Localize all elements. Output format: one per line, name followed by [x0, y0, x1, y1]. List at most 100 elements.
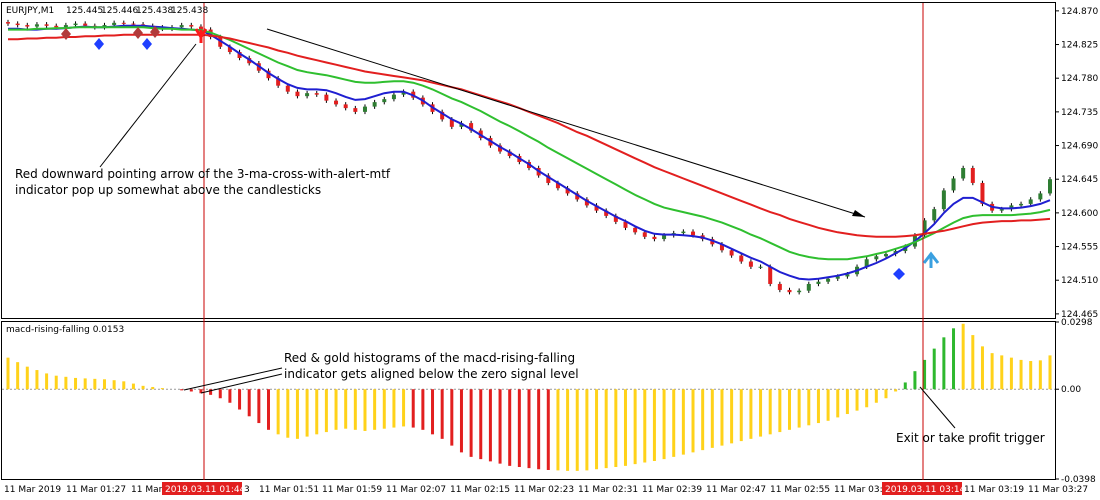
- time-label: 3: [244, 485, 250, 495]
- candle-body: [440, 111, 445, 120]
- candle-body: [555, 182, 560, 189]
- blue-up-arrow-icon: [922, 251, 940, 268]
- candle-body: [623, 221, 628, 228]
- price-tick-label: 124.825: [1061, 41, 1098, 51]
- candle-body: [314, 93, 319, 95]
- candle-body: [63, 25, 68, 28]
- candle-body: [739, 255, 744, 262]
- candle-body: [401, 91, 406, 95]
- candle-body: [797, 290, 802, 293]
- price-tick-label: 124.600: [1061, 209, 1098, 219]
- time-label: 11 Mar 03:19: [964, 485, 1024, 495]
- candle-body: [1028, 199, 1033, 204]
- candle-body: [883, 254, 888, 257]
- candle-body: [198, 26, 203, 30]
- indicator-tick-label: 0.0298: [1061, 318, 1093, 328]
- candle-body: [642, 232, 647, 237]
- price-tick-label: 124.690: [1061, 142, 1098, 152]
- candle-body: [83, 23, 88, 26]
- price-tick-label: 124.510: [1061, 276, 1098, 286]
- candle-body: [613, 215, 618, 222]
- arrow-note-pointer: [99, 43, 197, 168]
- candle-body: [469, 123, 474, 131]
- trend-line: [266, 28, 866, 218]
- candle-body: [719, 244, 724, 251]
- candle-body: [932, 209, 937, 221]
- diamond-blue-icon: [94, 38, 104, 50]
- time-label: 11 Mar 02:55: [770, 485, 830, 495]
- candle-body: [652, 236, 657, 240]
- candle-body: [305, 93, 310, 97]
- time-label: 11 Mar 02:23: [514, 485, 574, 495]
- time-axis: 11 Mar 2019 11 Mar 01:27 11 Mar 2019.03.…: [4, 482, 1088, 495]
- candle-body: [449, 119, 454, 127]
- candle-body: [922, 220, 927, 236]
- candle-body: [459, 123, 464, 127]
- candle-body: [565, 188, 570, 194]
- price-axis: 124.870 124.825 124.780 124.735 124.690 124.6…: [1055, 7, 1098, 320]
- candle-body: [498, 145, 503, 152]
- candle-body: [285, 85, 290, 92]
- candle-body: [816, 281, 821, 284]
- candle-body: [324, 94, 329, 101]
- indicator-label: macd-rising-falling 0.0153: [6, 325, 124, 335]
- candle-body: [1019, 203, 1024, 206]
- candle-body: [121, 22, 126, 24]
- time-label: 11 Mar 02:07: [386, 485, 446, 495]
- candle-body: [980, 182, 985, 204]
- candle-body: [806, 283, 811, 291]
- candle-body: [44, 24, 49, 26]
- time-highlight: [162, 482, 242, 495]
- candle-body: [575, 193, 580, 200]
- candle-body: [6, 22, 10, 24]
- diamond-blue-icon: [893, 268, 905, 280]
- time-label: 11 Mar 01:59: [322, 485, 382, 495]
- candle-body: [864, 259, 869, 267]
- arrow-note-line-1: Red downward pointing arrow of the 3-ma-…: [15, 167, 391, 181]
- candle-body: [787, 289, 792, 293]
- candle-body: [604, 210, 609, 216]
- time-label: 11 Mar: [131, 485, 163, 495]
- price-tick-label: 124.645: [1061, 175, 1098, 185]
- candle-body: [227, 46, 232, 53]
- exit-note: Exit or take profit trigger: [896, 431, 1045, 445]
- macd-histogram: [6, 323, 1052, 471]
- histogram-note-pointer: [200, 373, 283, 394]
- candle-body: [102, 25, 107, 28]
- price-tick-label: 124.465: [1061, 310, 1098, 320]
- time-highlight: [882, 482, 962, 495]
- candle-body: [353, 108, 358, 112]
- candle-body: [594, 205, 599, 211]
- candle-body: [1038, 193, 1043, 200]
- histogram-note-pointer: [183, 367, 283, 391]
- candle-body: [131, 23, 136, 25]
- time-label-highlighted: 2019.03.11 03:14: [885, 485, 966, 495]
- ma-slow-line: [8, 33, 1051, 238]
- candle-body: [729, 250, 734, 256]
- candle-body: [237, 52, 242, 58]
- indicator-tick-label: -0.0398: [1061, 475, 1096, 485]
- ma-mid-line: [8, 26, 1051, 261]
- candle-body: [826, 278, 831, 282]
- price-tick-label: 124.780: [1061, 74, 1098, 84]
- candle-body: [748, 261, 753, 267]
- histogram-note-line-2: indicator gets aligned below the zero si…: [284, 367, 579, 381]
- candle-body: [334, 100, 339, 105]
- diamond-blue-icon: [142, 38, 152, 50]
- candle-body: [179, 25, 184, 28]
- candle-body: [874, 256, 879, 260]
- diamond-red-icon: [61, 28, 71, 40]
- candle-body: [845, 274, 850, 277]
- candle-body: [295, 91, 300, 97]
- candle-body: [941, 190, 946, 210]
- time-label: 11 Mar 03:27: [1028, 485, 1088, 495]
- candle-body: [951, 178, 956, 191]
- red-down-arrow-icon: [194, 28, 208, 43]
- time-label: 11 Mar 02:15: [450, 485, 510, 495]
- trend-arrowhead: [852, 210, 865, 217]
- moving-averages: [8, 24, 1051, 281]
- candle-body: [662, 235, 667, 240]
- candle-body: [768, 266, 773, 284]
- candle-body: [276, 78, 281, 86]
